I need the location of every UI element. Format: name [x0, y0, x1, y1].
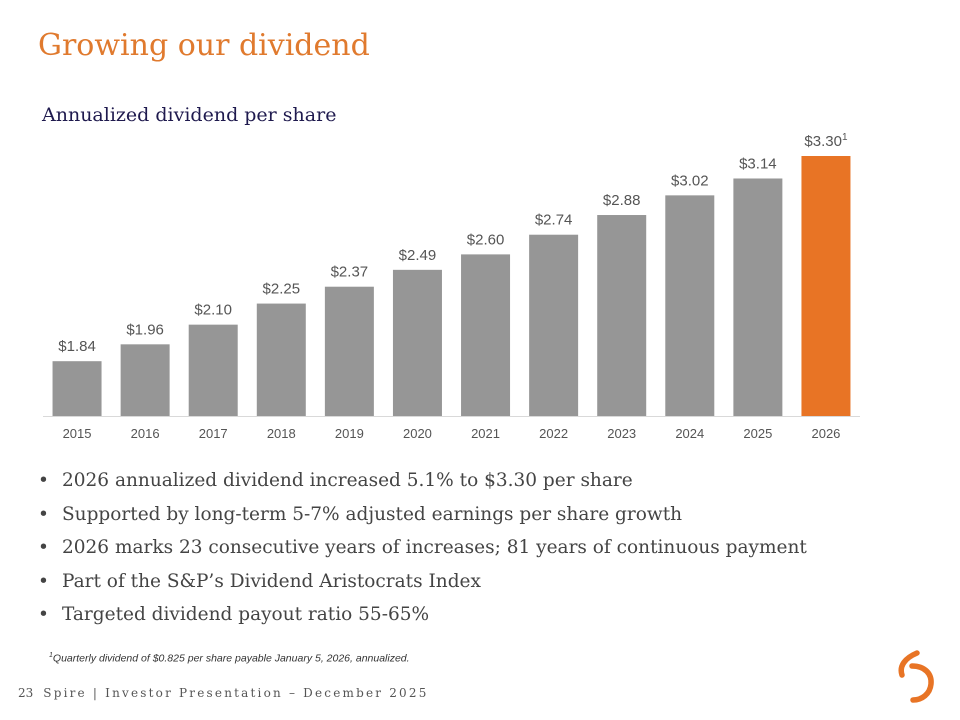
bullet-item: • Supported by long-term 5-7% adjusted ea… — [38, 503, 683, 525]
x-tick-label-2024: 2024 — [675, 426, 704, 441]
bar-2017 — [188, 324, 238, 416]
bar-2018 — [256, 303, 306, 416]
data-label-2024: $3.02 — [671, 172, 709, 189]
bullet-list: • 2026 annualized dividend increased 5.1%… — [38, 464, 807, 632]
bar-2021 — [461, 254, 511, 416]
bullet-item: • 2026 marks 23 consecutive years of incr… — [38, 537, 807, 558]
spire-logo-icon — [898, 650, 934, 703]
data-label-2015: $1.84 — [58, 338, 96, 355]
data-label-2023: $2.88 — [603, 192, 641, 209]
bar-2025 — [733, 178, 783, 416]
data-label-2021: $2.60 — [467, 231, 505, 248]
footnote-marker: 1 — [49, 652, 53, 659]
bar-2020 — [392, 269, 442, 416]
footer-text: Spire | Investor Presentation – December… — [43, 686, 429, 700]
data-label-2020: $2.49 — [399, 247, 437, 264]
dividend-bar-chart: $1.84 2015 $1.96 2016 $2.10 2017 $2.25 2018 $2.3… — [43, 132, 860, 441]
data-label-2017: $2.10 — [194, 302, 232, 319]
data-label-superscript: 1 — [842, 132, 848, 143]
bar-2015 — [52, 361, 102, 416]
bullet-item: • 2026 annualized dividend increased 5.1%… — [38, 470, 633, 491]
x-tick-label-2022: 2022 — [539, 426, 568, 441]
bullet-item: • Part of the S&P’s Dividend Aristocrats … — [38, 570, 481, 592]
x-tick-label-2018: 2018 — [267, 426, 296, 441]
x-tick-label-2026: 2026 — [811, 426, 840, 441]
bar-2016 — [120, 344, 170, 416]
data-label-2025: $3.14 — [739, 155, 777, 172]
data-label-2018: $2.25 — [263, 281, 301, 298]
bar-2026 — [801, 156, 851, 416]
page-number: 23 — [18, 686, 34, 700]
footer: 23 Spire | Investor Presentation – Decemb… — [18, 686, 429, 700]
data-label-2019: $2.37 — [331, 264, 369, 281]
x-tick-label-2016: 2016 — [131, 426, 160, 441]
x-tick-label-2021: 2021 — [471, 426, 500, 441]
data-label-2026: $3.301 — [804, 132, 848, 150]
bar-2024 — [665, 195, 715, 416]
x-tick-label-2015: 2015 — [63, 426, 92, 441]
x-tick-label-2019: 2019 — [335, 426, 364, 441]
bar-2023 — [597, 215, 647, 416]
bar-2019 — [324, 286, 374, 416]
data-label-2016: $1.96 — [126, 321, 164, 338]
bullet-item: • Targeted dividend payout ratio 55-65% — [38, 604, 430, 625]
x-tick-label-2025: 2025 — [743, 426, 772, 441]
footnote-text: Quarterly dividend of $0.825 per share p… — [52, 652, 410, 665]
x-tick-label-2020: 2020 — [403, 426, 432, 441]
chart-subtitle: Annualized dividend per share — [42, 104, 337, 126]
footnote: 1Quarterly dividend of $0.825 per share … — [49, 652, 410, 665]
x-tick-label-2017: 2017 — [199, 426, 228, 441]
page-title: Growing our dividend — [38, 28, 370, 63]
data-label-2022: $2.74 — [535, 212, 573, 229]
bar-2022 — [529, 234, 579, 416]
x-tick-label-2023: 2023 — [607, 426, 636, 441]
